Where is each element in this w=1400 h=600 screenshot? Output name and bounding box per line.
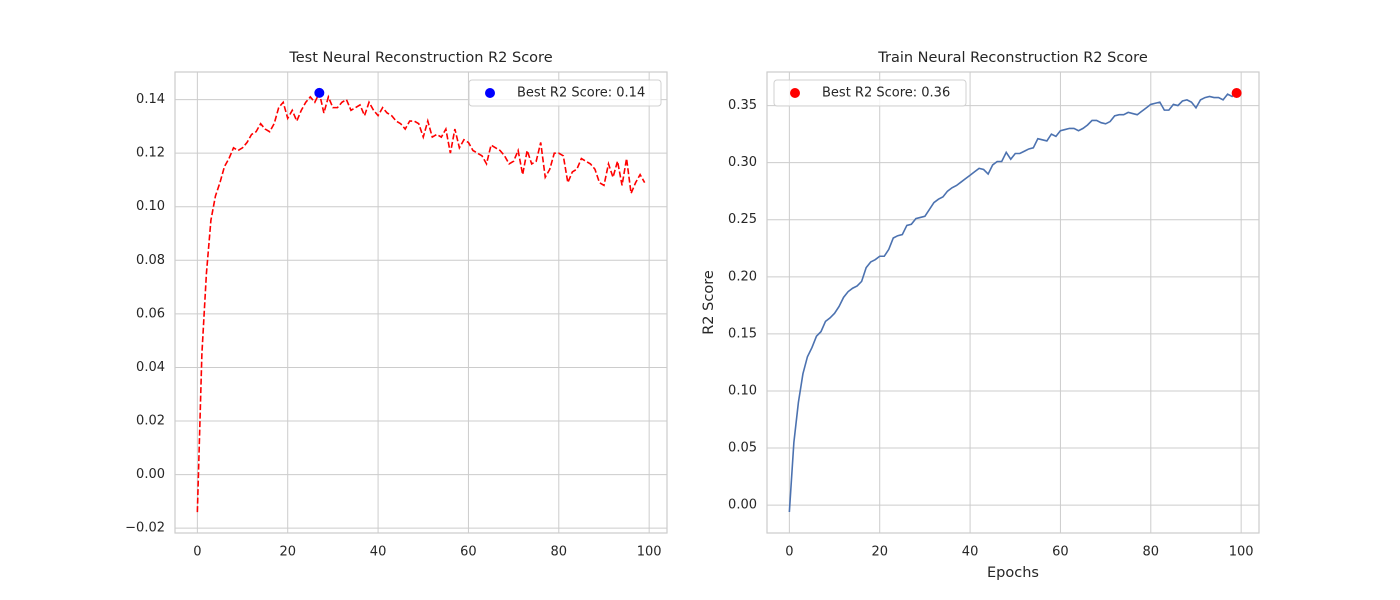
y-tick-label: 0.06 <box>136 306 165 321</box>
x-tick-label: 100 <box>1229 545 1254 560</box>
y-tick-label: 0.20 <box>728 269 757 284</box>
y-tick-label: 0.00 <box>728 498 757 513</box>
y-tick-label: 0.05 <box>728 441 757 456</box>
x-tick-label: 100 <box>637 545 662 560</box>
y-tick-label: 0.25 <box>728 212 757 227</box>
x-tick-label: 40 <box>962 545 979 560</box>
legend-marker <box>790 88 800 98</box>
y-axis-label: R2 Score <box>701 270 717 335</box>
chart-title: Test Neural Reconstruction R2 Score <box>288 50 552 66</box>
y-tick-label: 0.08 <box>136 253 165 268</box>
y-tick-label: 0.30 <box>728 155 757 170</box>
y-tick-label: 0.02 <box>136 414 165 429</box>
x-tick-label: 20 <box>279 545 296 560</box>
legend-box <box>773 79 967 107</box>
legend-label: Best R2 Score: 0.36 <box>822 86 950 101</box>
x-tick-label: 80 <box>551 545 568 560</box>
legend-box <box>468 79 662 107</box>
best-point <box>314 87 325 98</box>
score-line <box>788 92 1238 513</box>
y-tick-label: 0.12 <box>136 146 165 161</box>
legend-label: Best R2 Score: 0.14 <box>517 86 645 101</box>
y-tick-label: 0.15 <box>728 326 757 341</box>
x-tick-label: 60 <box>1052 545 1069 560</box>
x-tick-label: 60 <box>460 545 477 560</box>
plot-frame <box>766 71 1260 534</box>
x-tick-label: 0 <box>785 545 793 560</box>
score-line <box>196 90 646 513</box>
x-tick-label: 20 <box>871 545 888 560</box>
x-axis-label: Epochs <box>987 565 1039 581</box>
subplot: 0 20 40 60 80 100 0.00 0.05 0.10 0.15 0.20 0.25 0.30… <box>701 50 1260 581</box>
y-tick-label: 0.35 <box>728 98 757 113</box>
y-tick-label: 0.00 <box>136 467 165 482</box>
chart-title: Train Neural Reconstruction R2 Score <box>877 50 1148 66</box>
plot-frame <box>174 71 668 534</box>
legend: Best R2 Score: 0.14 <box>468 79 662 107</box>
x-tick-label: 80 <box>1143 545 1160 560</box>
y-tick-label: −0.02 <box>125 521 165 536</box>
legend: Best R2 Score: 0.36 <box>773 79 967 107</box>
x-tick-label: 40 <box>370 545 387 560</box>
legend-marker <box>485 88 495 98</box>
subplot: 0 20 40 60 80 100 −0.02 0.00 0.02 0.04 0.06 0.08 0.1… <box>125 50 668 560</box>
best-point <box>1231 88 1242 99</box>
y-tick-label: 0.14 <box>136 92 165 107</box>
y-tick-label: 0.10 <box>728 383 757 398</box>
x-tick-label: 0 <box>193 545 201 560</box>
y-tick-label: 0.04 <box>136 360 165 375</box>
y-tick-label: 0.10 <box>136 199 165 214</box>
